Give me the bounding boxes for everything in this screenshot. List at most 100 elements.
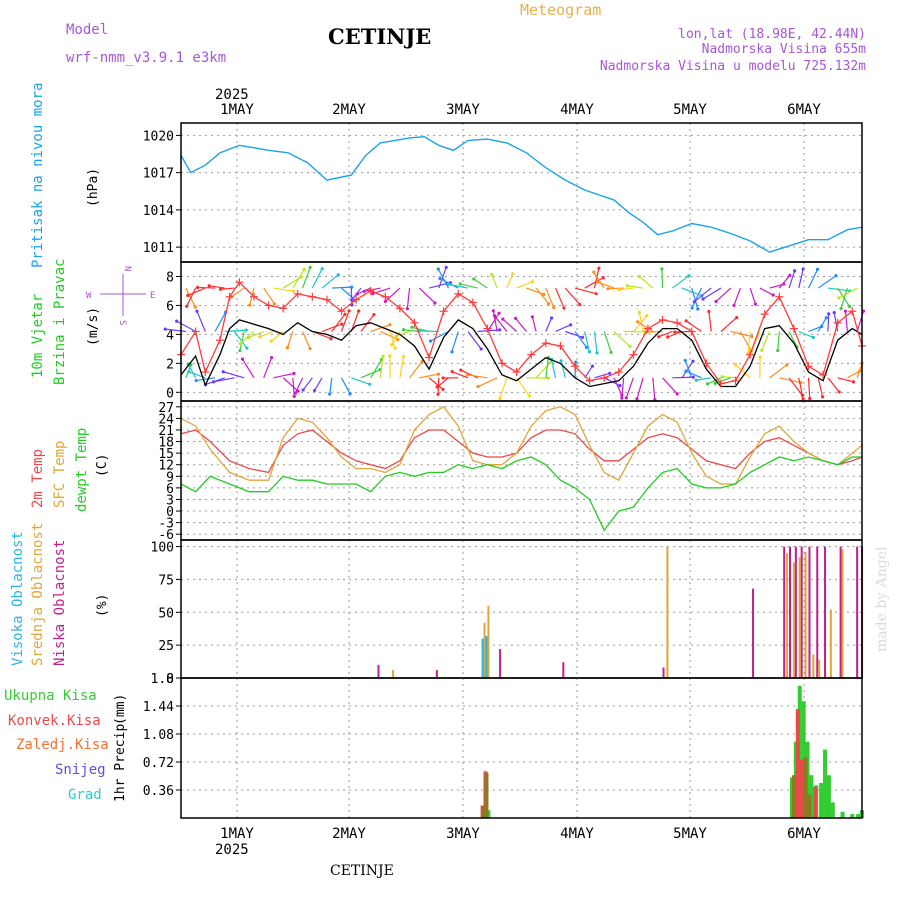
y-tick-label: 0	[166, 505, 174, 520]
wind-arrow-head	[390, 343, 394, 347]
wind-arrow-head	[195, 309, 199, 313]
wind-arrow	[418, 287, 436, 304]
legend-frozen: Zaledj.Kisa	[16, 737, 109, 753]
wind-arrow-head	[694, 378, 698, 382]
wind-arrow-head	[527, 394, 531, 398]
wind-arrow	[321, 274, 339, 289]
elevation-label: Nadmorska Visina 655m	[702, 42, 867, 57]
wind-arrow	[798, 330, 814, 338]
wind-arrow-head	[771, 293, 775, 297]
wind-arrow-head	[590, 364, 595, 368]
wind-arrow	[241, 358, 255, 379]
panel-frame	[180, 122, 863, 263]
wind-arrow-head	[788, 273, 792, 277]
wind-arrow-head	[514, 316, 518, 320]
wind-arrow-head	[272, 302, 277, 306]
wind-arrow-head	[683, 358, 687, 363]
temp-units: (C)	[95, 454, 110, 477]
wind-arrow	[302, 267, 311, 289]
wind-arrow	[817, 377, 824, 397]
wind-arrow-head	[479, 347, 483, 351]
wind-arrow-head	[559, 359, 563, 363]
wind-arrow-head	[617, 288, 621, 292]
wind-arrow-head	[308, 346, 312, 351]
wind-arrow	[437, 268, 450, 289]
precip-bar	[840, 811, 845, 818]
y-tick-label: 75	[158, 573, 174, 588]
legend-total: Ukupna Kisa	[4, 688, 97, 704]
wind-arrow-head	[625, 284, 629, 288]
wind-arrow-head	[401, 328, 406, 332]
wind-arrow-head	[837, 296, 841, 300]
cloud-bar	[392, 670, 395, 678]
wind-arrow-head	[490, 272, 494, 277]
precip-bar	[481, 807, 486, 818]
left-labels: Pritisak na nivou mora (hPa) 10m Vjetar …	[4, 83, 155, 803]
model-name: wrf-nmm_v3.9.1 e3km	[66, 50, 226, 66]
wind-arrow	[638, 312, 644, 332]
wind-arrow-head	[292, 371, 296, 376]
wind-arrow	[506, 273, 514, 289]
wind-arrow	[545, 287, 555, 308]
wind-arrow	[671, 275, 690, 289]
wind-arrow-head	[497, 311, 501, 315]
wind-arrow-head	[336, 273, 340, 277]
wind-arrow	[419, 330, 439, 333]
wind-arrow-head	[218, 287, 223, 291]
wind-arrow-head	[637, 310, 641, 314]
wind-arrow-head	[552, 305, 556, 310]
wind-arrow	[749, 287, 757, 305]
wind-arrow	[817, 275, 837, 289]
wind-arrow-head	[843, 309, 848, 313]
y-tick-label: 6	[166, 299, 174, 314]
wind-arrow-head	[601, 276, 605, 280]
wind-arrow	[409, 361, 423, 379]
wind-arrow-head	[750, 334, 754, 339]
cloud-bar	[377, 664, 380, 678]
top-day-label: 3MAY	[446, 102, 480, 118]
wind-arrow-head	[269, 339, 273, 343]
y-tick-label: 1.8	[151, 672, 174, 687]
footer-station: CETINJE	[330, 863, 394, 879]
cloud-high-label: Visoka Oblacnost	[10, 531, 26, 666]
wind-arrow-head	[498, 396, 502, 401]
wind-arrow	[708, 311, 712, 332]
wind-arrow-head	[569, 323, 573, 327]
wind-arrow-head	[548, 360, 553, 364]
wind-arrow	[807, 377, 811, 399]
wind-arrow-head	[436, 267, 440, 271]
y-tick-label: 1014	[143, 204, 174, 219]
y-tick-label: 1.08	[143, 728, 174, 743]
wind-arrow	[176, 320, 196, 333]
panel-cloud: 0 25 50 75 100	[151, 539, 863, 687]
wind-arrow	[625, 377, 634, 399]
wind-arrow-head	[285, 346, 290, 350]
wind-arrow	[380, 330, 398, 341]
y-tick-label: 27	[158, 401, 174, 416]
wind-arrow	[516, 281, 533, 289]
wind-arrow	[187, 363, 197, 379]
wind-arrow	[603, 331, 612, 353]
wind-arrow-head	[372, 313, 376, 317]
cloud-mid-label: Srednja Oblacnost	[30, 523, 46, 666]
cloud-low-label: Niska Oblacnost	[52, 540, 68, 666]
wind-arrow	[186, 287, 197, 307]
cloud-bar	[666, 546, 669, 678]
wind-arrow-head	[362, 289, 366, 293]
bottom-day-label: 4MAY	[560, 826, 594, 842]
panel-pressure: 1011 1014 1017 1020	[143, 122, 863, 263]
wind-arrow-head	[195, 285, 200, 290]
wind-arrow	[662, 377, 678, 395]
wind-arrow-head	[578, 302, 582, 307]
precip-bar	[850, 814, 855, 818]
wind-arrow-head	[350, 285, 354, 289]
wind-compass: N S W E	[86, 266, 155, 325]
wind-arrow	[467, 331, 482, 350]
wind-arrow	[340, 310, 350, 332]
y-tick-label: -3	[158, 517, 174, 532]
wind-arrow	[230, 287, 245, 298]
wind-arrow	[209, 285, 225, 289]
wind-arrow	[302, 377, 313, 391]
temperature-series-line-1	[180, 405, 863, 485]
